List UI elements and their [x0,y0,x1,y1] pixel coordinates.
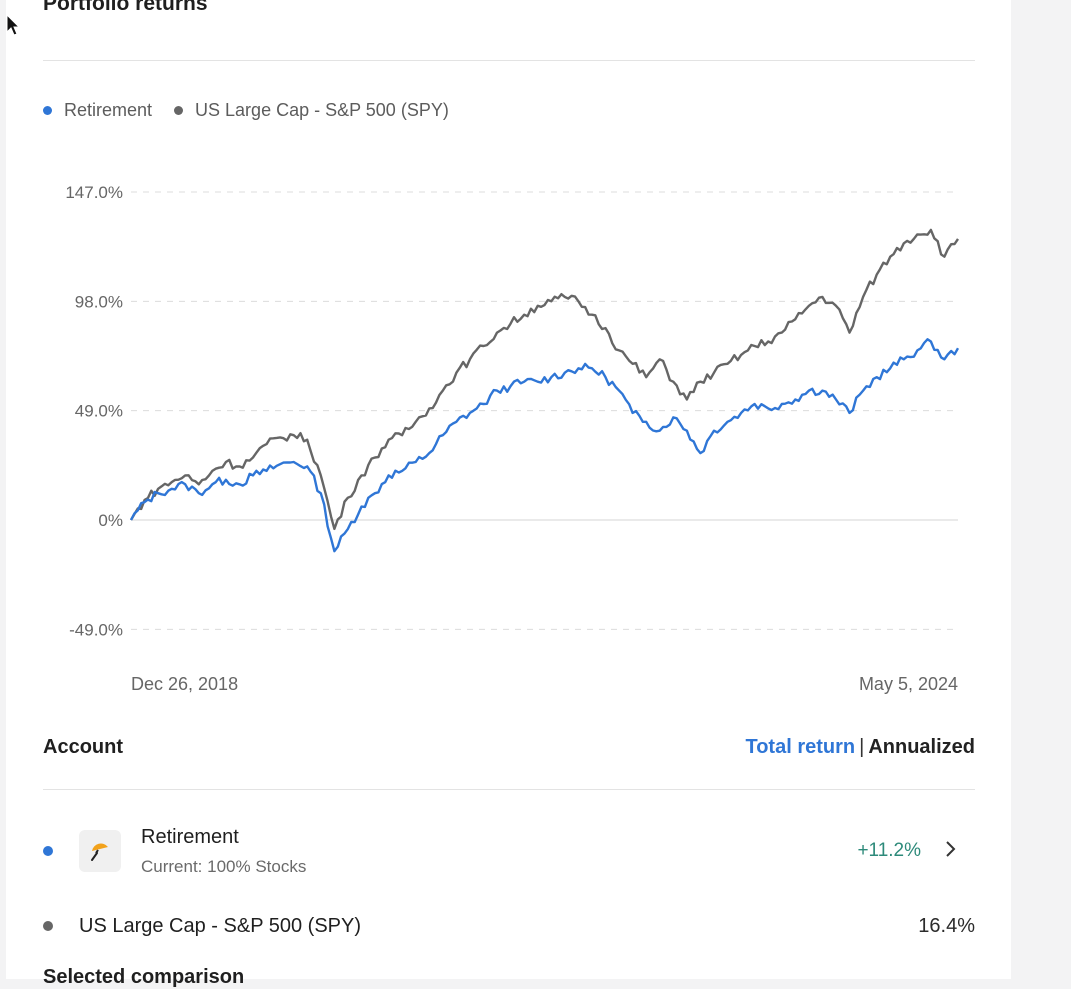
account-name-spy: US Large Cap - S&P 500 (SPY) [79,914,361,937]
account-text-retirement: Retirement Current: 100% Stocks [141,826,306,877]
series-line-retirement [129,338,960,553]
accounts-divider [43,789,975,790]
account-allocation-retirement: Current: 100% Stocks [141,856,307,876]
selected-comparison-label: Selected comparison [43,966,245,988]
x-start-label: Dec 26, 2018 [131,674,238,694]
account-return-retirement: +11.2% [857,840,921,861]
account-column-label: Account [43,736,123,758]
y-tick-label: -49.0% [69,620,123,639]
y-tick-label: 98.0% [75,292,123,311]
page-title: Portfolio returns [43,0,208,15]
x-end-label: May 5, 2024 [859,674,958,694]
y-tick-label: 147.0% [65,183,123,202]
umbrella-icon [79,830,121,872]
y-tick-label: 49.0% [75,402,123,421]
account-row-spy: US Large Cap - S&P 500 (SPY) 16.4% [43,906,975,946]
accounts-header: Account Total return | Annualized [43,736,975,759]
toggle-separator: | [859,736,865,758]
account-row-retirement[interactable]: Retirement Current: 100% Stocks +11.2% [43,820,975,882]
account-dot-retirement [43,846,53,856]
title-divider [43,60,975,61]
portfolio-returns-chart[interactable]: 147.0% 98.0% 49.0% 0% -49.0% Dec 26, 2018 May … [0,0,1071,720]
legend-label-retirement: Retirement [64,100,153,120]
account-dot-spy [43,921,53,931]
legend-dot-spy [174,106,184,115]
return-mode-toggle: Total return | Annualized [745,736,975,759]
mouse-cursor-icon [6,14,21,36]
legend-item-retirement: Retirement [43,100,152,121]
chart-legend: Retirement US Large Cap - S&P 500 (SPY) [43,100,449,121]
account-name-retirement: Retirement [141,825,239,848]
legend-label-spy: US Large Cap - S&P 500 (SPY) [195,100,449,120]
legend-item-spy: US Large Cap - S&P 500 (SPY) [174,100,449,121]
y-tick-label: 0% [98,511,123,530]
account-return-spy: 16.4% [918,914,975,937]
legend-dot-retirement [43,106,52,115]
total-return-tab[interactable]: Total return [745,736,856,758]
annualized-tab[interactable]: Annualized [868,736,975,758]
series-line-spy [129,228,959,531]
chevron-right-icon[interactable] [945,838,957,864]
